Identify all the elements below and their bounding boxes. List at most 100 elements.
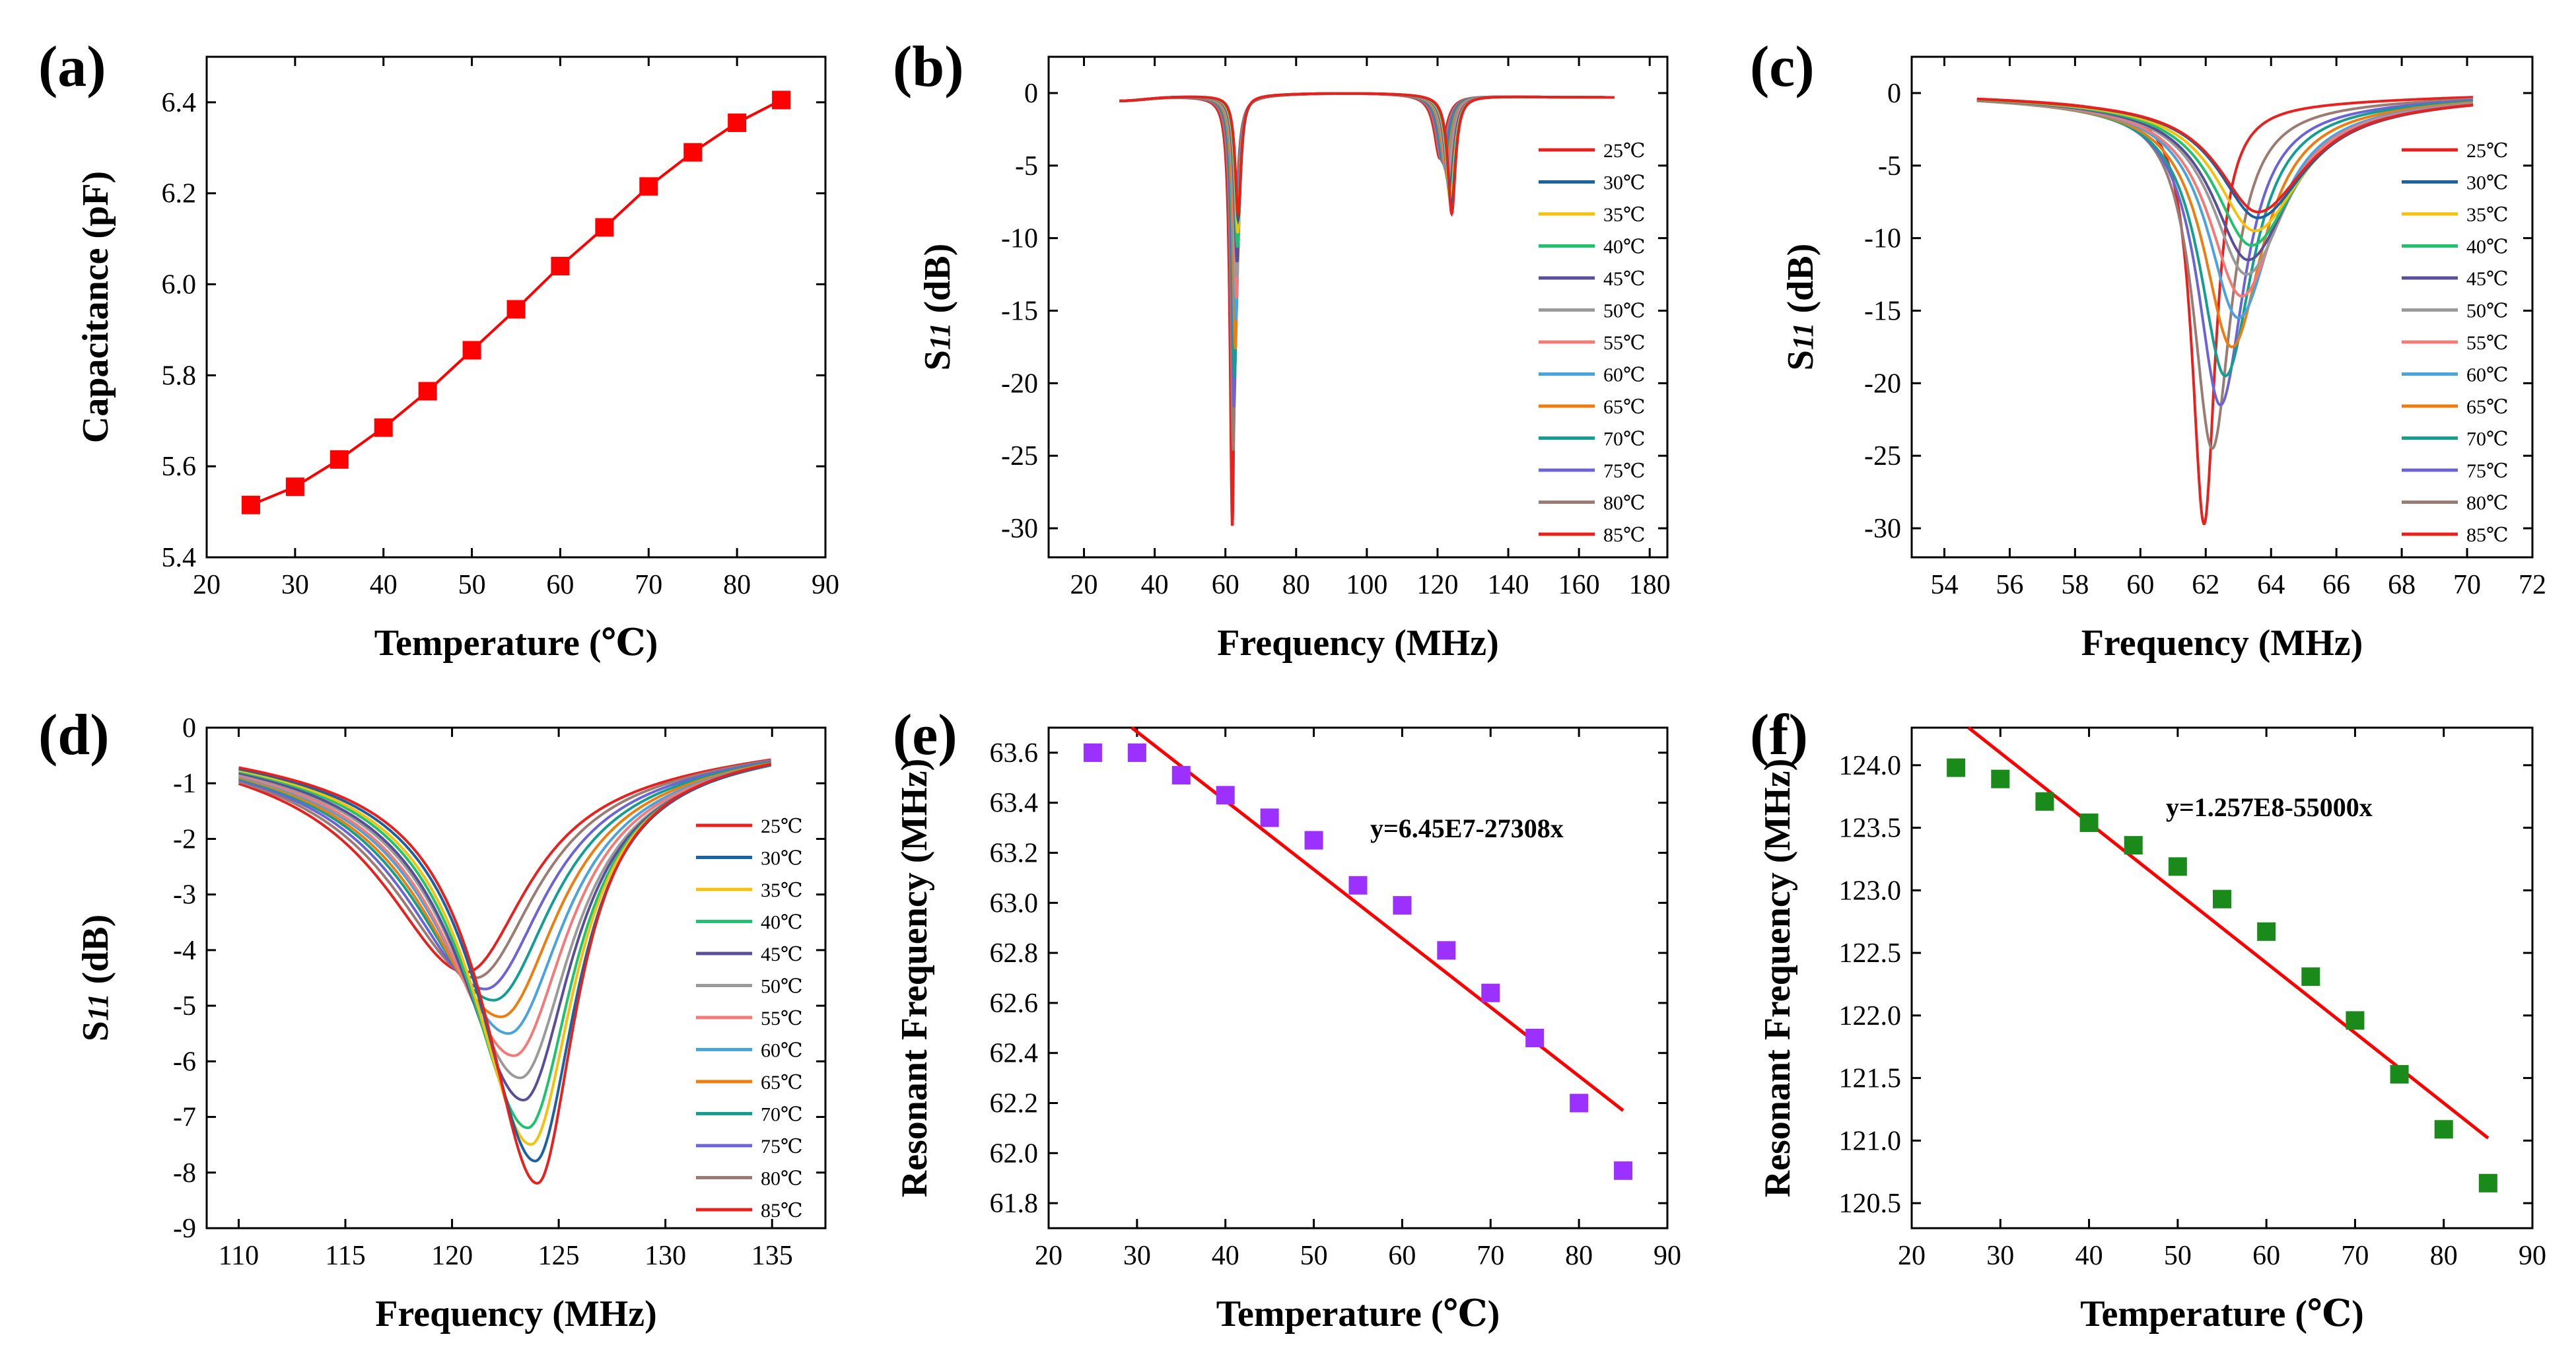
legend-label: 60℃ [1603,364,1646,386]
series-line [238,762,771,1018]
y-tick-label: -10 [1001,224,1038,254]
y-tick-label: 63.4 [990,788,1039,819]
legend-label: 80℃ [1603,493,1646,514]
data-point [2434,1120,2453,1139]
y-tick-label: 121.0 [1839,1126,1902,1156]
legend-label: 45℃ [761,944,803,965]
data-point [728,113,747,132]
x-tick-label: 50 [458,570,486,600]
data-point [2257,922,2276,941]
y-tick-label: -15 [1001,296,1038,326]
x-tick-label: 160 [1558,570,1600,600]
y-tick-label: 124.0 [1839,751,1902,781]
y-tick-label: 6.2 [162,179,197,209]
data-point [1260,808,1279,827]
y-tick-label: -9 [173,1214,196,1244]
y-tick-label: 5.6 [162,452,197,482]
legend-label: 60℃ [761,1040,803,1062]
series-line [1119,92,1615,225]
y-tick-label: -4 [173,936,196,966]
x-tick-label: 140 [1488,570,1529,600]
x-tick-label: 130 [644,1241,686,1271]
data-point [330,450,349,469]
x-tick-label: 40 [1212,1241,1239,1271]
data-point [241,495,260,514]
y-tick-label: 62.4 [990,1039,1039,1069]
panel-f: 20 30 40 50 60 70 80 90 120.5 121.0 121.5 122.0 122.… [1757,726,2546,1334]
y-tick-label: 123.0 [1839,876,1902,906]
x-tick-label: 90 [2519,1241,2546,1271]
y-tick-label: 6.0 [162,270,197,300]
series-group [1976,96,2474,526]
y-tick-label: -7 [173,1103,196,1133]
data-point [2478,1173,2497,1193]
data-point [2213,889,2231,909]
y-tick-label: 122.0 [1839,1001,1902,1031]
y-axis-title-main: S [1780,350,1821,370]
y-tick-label: -6 [173,1047,196,1077]
x-tick-label: 66 [2322,570,2350,600]
x-tick-label: 125 [538,1241,580,1271]
y-axis-title-subscript: 11 [82,994,114,1022]
legend-label: 25℃ [761,815,803,837]
data-point [1570,1093,1589,1113]
y-axis-title-main: S [917,350,958,370]
series-line [1976,97,2474,214]
legend-label: 55℃ [1603,332,1646,354]
legend-label: 55℃ [761,1008,803,1029]
series-line [1119,92,1615,320]
x-tick-label: 80 [1565,1241,1593,1271]
x-tick-label: 30 [1123,1241,1151,1271]
x-axis-title: Frequency (MHz) [2081,623,2363,664]
data-point [1525,1028,1545,1047]
series-line [238,763,772,1057]
series-line [238,759,771,979]
y-tick-label: 120.5 [1839,1189,1902,1219]
panel-d: 110 115 120 125 130 135 0 -1 -2 -3 -4 -5 -6 -7 -8 -9 Fre… [75,713,827,1334]
panel-label-f: (f) [1750,703,1808,767]
data-point [2390,1064,2409,1084]
legend-label: 45℃ [2466,268,2509,290]
series-line [1119,92,1615,298]
data-point [2301,967,2320,987]
data-point [2035,792,2054,811]
series-line [238,763,771,1185]
y-tick-label: 62.2 [990,1089,1039,1119]
legend-label: 65℃ [761,1072,803,1093]
series-line [1119,92,1615,407]
data-point [418,382,437,401]
x-tick-label: 20 [1035,1241,1062,1271]
data-point [2124,836,2143,855]
y-tick-label: 5.4 [162,543,197,573]
data-point [1348,876,1368,895]
fit-line [1131,726,1624,1112]
plot-frame [205,726,827,1230]
legend-label: 50℃ [761,976,803,998]
y-tick-label: 63.0 [990,888,1039,918]
legend-label: 35℃ [2466,204,2509,226]
x-tick-label: 56 [1996,570,2023,600]
legend-label: 50℃ [1603,300,1646,322]
data-point [2346,1011,2365,1030]
y-tick-label: -1 [173,769,196,799]
x-tick-label: 80 [1282,570,1310,600]
series-line [1976,96,2474,526]
legend-label: 65℃ [2466,396,2509,418]
x-tick-label: 115 [325,1241,365,1271]
y-tick-label: -2 [173,824,196,854]
y-tick-label: 0 [182,713,196,744]
x-tick-label: 20 [1070,570,1098,600]
x-axis-title: Temperature (℃) [2080,1294,2363,1334]
y-tick-label: 121.5 [1839,1064,1902,1094]
y-tick-label: -30 [1001,514,1038,544]
x-axis-title: Temperature (℃) [374,623,658,664]
panel-label-c: (c) [1750,35,1815,99]
y-tick-label: 5.8 [162,361,197,391]
y-axis-title-unit: (dB) [75,915,116,994]
x-tick-label: 64 [2257,570,2285,600]
y-axis-title-unit: (dB) [917,244,958,323]
x-tick-label: 40 [2075,1241,2103,1271]
y-axis-title: Capacitance (pF) [75,171,116,443]
data-point [2168,857,2187,876]
data-point [285,477,304,497]
